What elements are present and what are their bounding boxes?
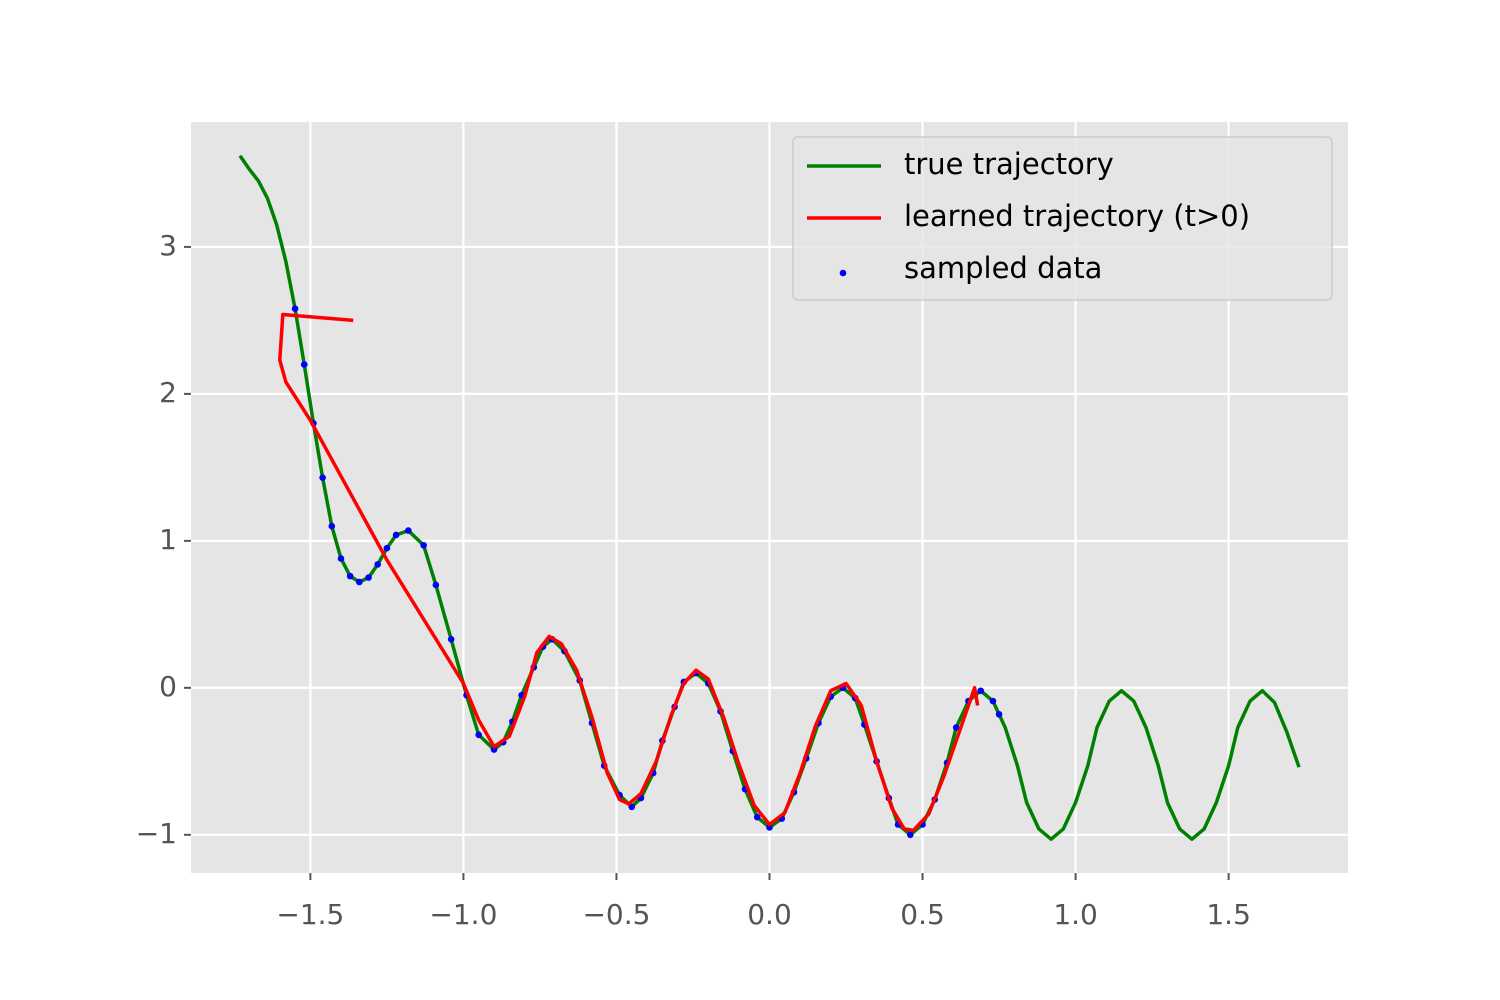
legend-box bbox=[792, 136, 1333, 301]
point bbox=[300, 361, 308, 368]
y-tick-label: 1 bbox=[159, 523, 177, 556]
x-tick-label: −1.5 bbox=[276, 898, 344, 931]
point bbox=[628, 803, 636, 811]
legend-swatch bbox=[839, 269, 847, 277]
legend-label: sampled data bbox=[904, 251, 1102, 285]
point bbox=[392, 531, 400, 539]
point bbox=[291, 305, 299, 312]
point bbox=[753, 813, 761, 821]
point bbox=[766, 824, 773, 831]
point bbox=[475, 731, 483, 739]
point bbox=[383, 544, 391, 552]
point bbox=[374, 561, 382, 568]
legend: true trajectory learned trajectory (t>0) s… bbox=[792, 136, 1333, 301]
point bbox=[490, 746, 498, 753]
legend-label: true trajectory bbox=[904, 147, 1114, 181]
point bbox=[420, 541, 427, 549]
point bbox=[356, 578, 363, 586]
y-tick-label: −1 bbox=[136, 817, 177, 850]
point bbox=[337, 555, 345, 562]
x-tick-label: 0.5 bbox=[900, 898, 945, 931]
point bbox=[432, 581, 440, 589]
line bbox=[278, 312, 980, 833]
legend-label: learned trajectory (t>0) bbox=[904, 199, 1250, 233]
point bbox=[995, 710, 1003, 718]
x-tick-label: 1.0 bbox=[1053, 898, 1098, 931]
y-tick-label: 0 bbox=[159, 670, 177, 703]
line bbox=[238, 154, 1301, 841]
y-tick-label: 2 bbox=[159, 376, 177, 409]
x-tick-label: −1.0 bbox=[429, 898, 497, 931]
point bbox=[447, 636, 455, 643]
point bbox=[346, 572, 354, 580]
point bbox=[906, 831, 914, 839]
point bbox=[365, 574, 372, 581]
point bbox=[952, 724, 960, 731]
x-tick-label: −0.5 bbox=[582, 898, 650, 931]
point bbox=[977, 687, 984, 695]
grid: −1.5 −1.0 −0.5 0.0 0.5 1.0 1.5 −1 0 1 2 3 bbox=[136, 122, 1348, 931]
point bbox=[405, 527, 412, 534]
x-tick-label: 1.5 bbox=[1206, 898, 1251, 931]
y-tick-label: 3 bbox=[159, 229, 177, 262]
point bbox=[989, 697, 997, 705]
point bbox=[319, 474, 326, 481]
point bbox=[328, 522, 336, 530]
marks bbox=[238, 154, 1301, 841]
x-tick-label: 0.0 bbox=[747, 898, 792, 931]
